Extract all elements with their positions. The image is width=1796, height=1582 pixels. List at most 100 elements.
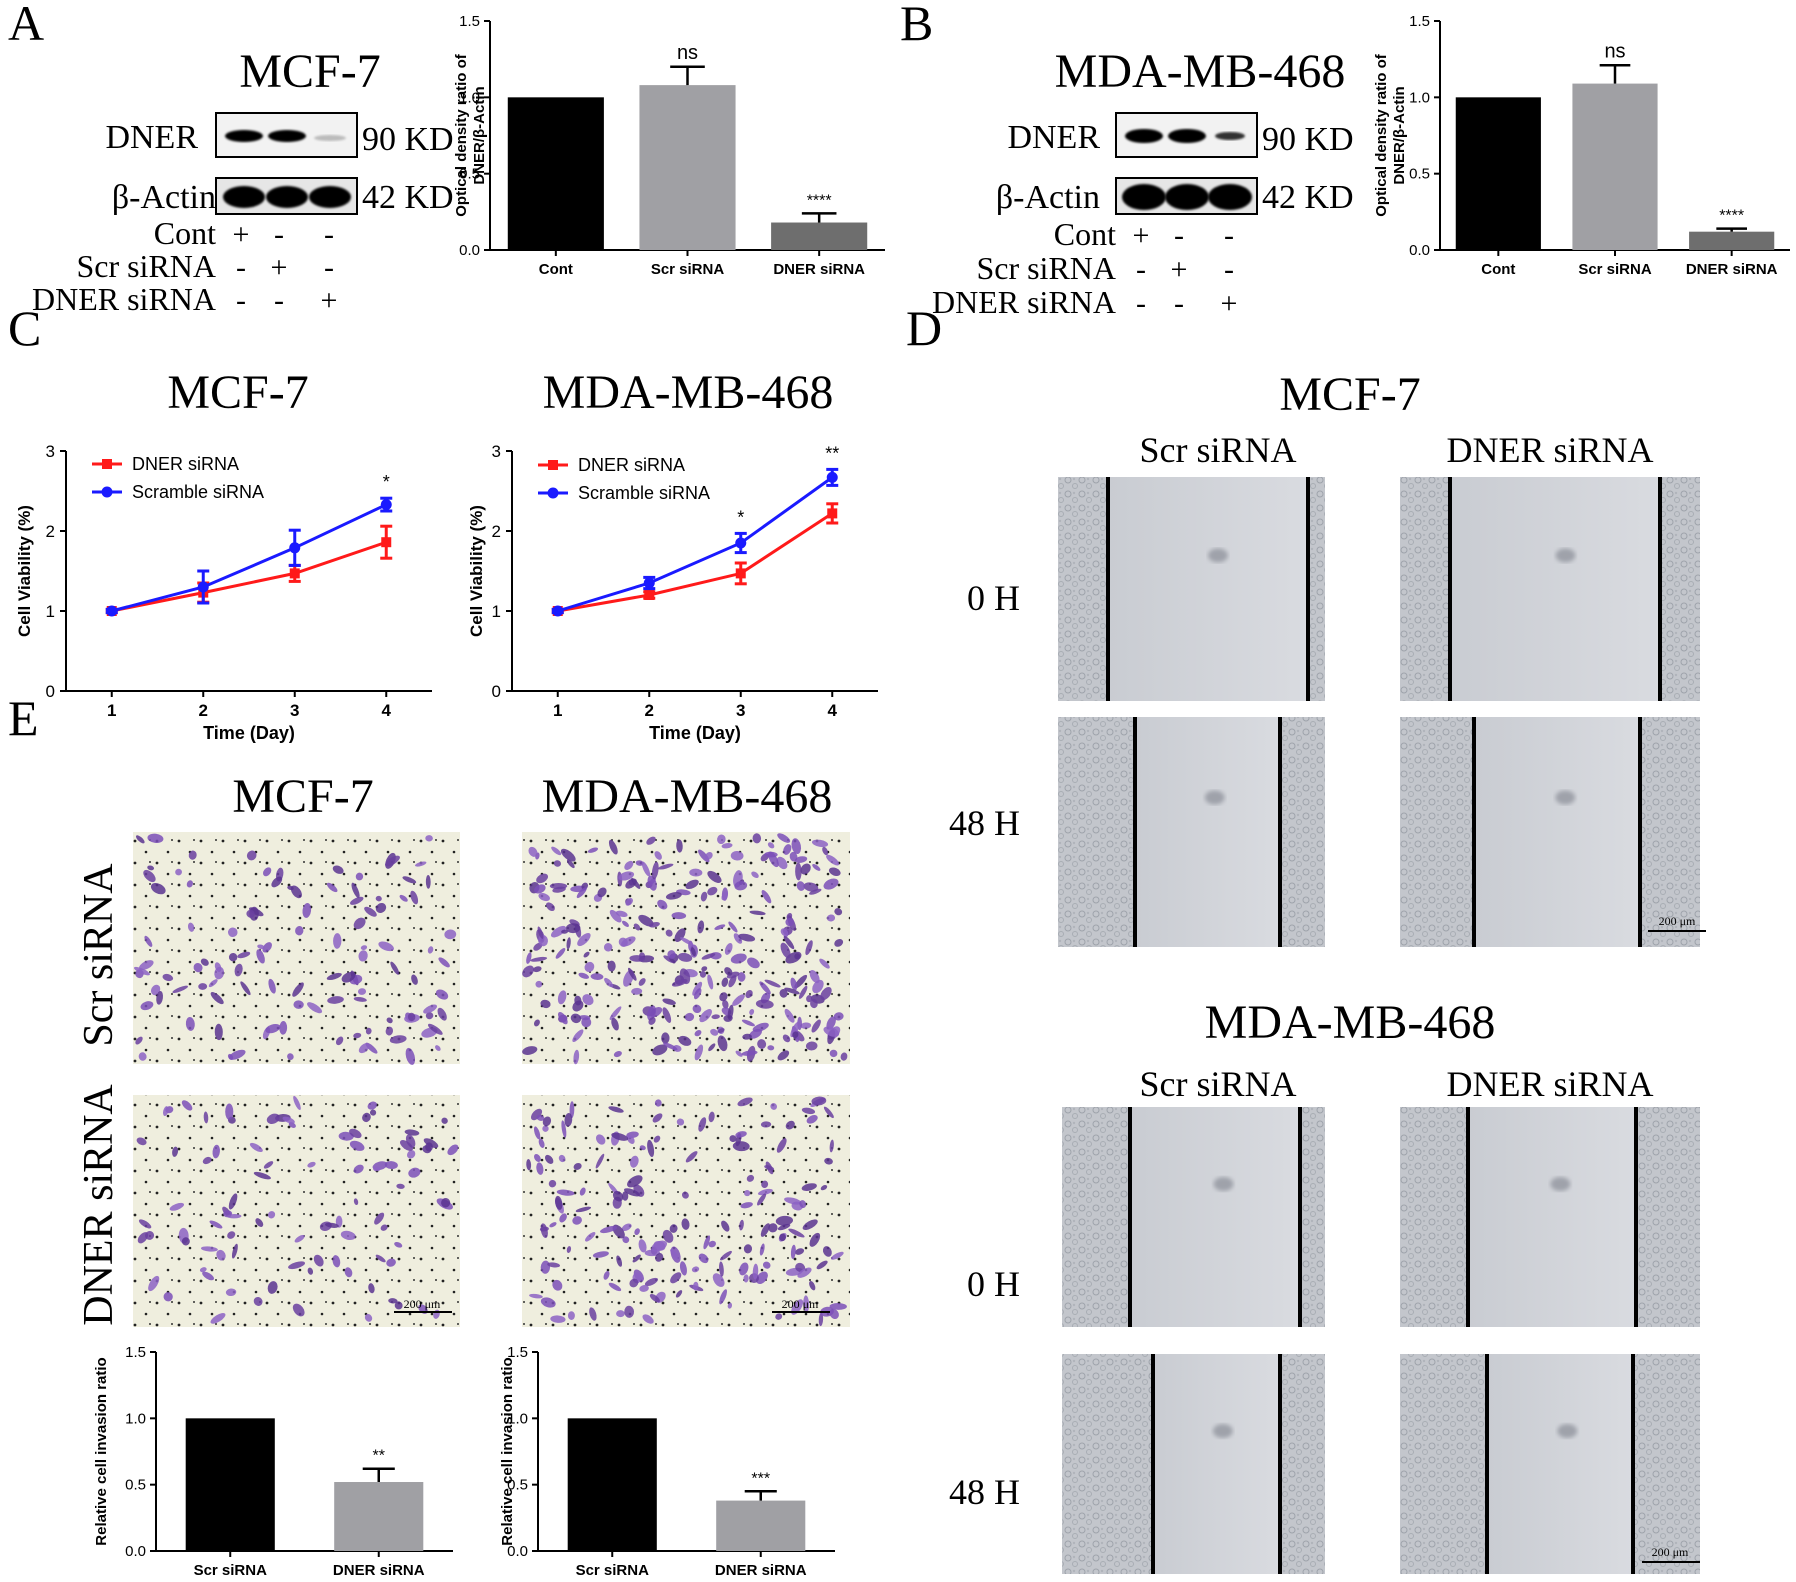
stained-cell — [307, 1161, 316, 1168]
debris-spot — [1555, 548, 1576, 563]
stained-cell — [362, 1112, 371, 1123]
stained-cell — [638, 978, 646, 986]
stained-cell — [708, 1111, 715, 1123]
stained-cell — [770, 1103, 777, 1110]
stained-cell — [540, 999, 551, 1009]
stained-cell — [828, 867, 841, 877]
stained-cell — [797, 1267, 812, 1278]
stained-cell — [561, 929, 569, 934]
stained-cell — [752, 1263, 759, 1280]
stained-cell — [676, 839, 683, 853]
stained-cell — [538, 893, 550, 902]
stained-cell — [612, 1190, 624, 1202]
stained-cell — [253, 1296, 263, 1306]
stained-cell — [790, 1021, 800, 1038]
stained-cell — [326, 882, 338, 893]
stained-cell — [325, 1222, 339, 1228]
stained-cell — [253, 1171, 271, 1180]
stained-cell — [791, 1299, 804, 1315]
stained-cell — [263, 867, 272, 877]
wound-gap — [1130, 1107, 1300, 1327]
stained-cell — [375, 895, 382, 902]
stained-cell — [623, 1188, 641, 1197]
condition-sign: - — [1174, 287, 1184, 320]
bar-0 — [507, 97, 604, 250]
stained-cell — [732, 1141, 750, 1152]
stained-cell — [802, 1219, 818, 1231]
stained-cell — [647, 1139, 655, 1158]
invasion-image-0 — [133, 832, 460, 1065]
stained-cell — [425, 835, 433, 842]
data-point-circle — [197, 581, 209, 593]
stained-cell — [227, 1053, 234, 1060]
stained-cell — [684, 1012, 695, 1022]
stained-cell — [576, 887, 587, 899]
stained-cell — [405, 1134, 416, 1148]
stained-cell — [438, 957, 450, 968]
significance-label: ** — [825, 443, 839, 463]
panel-d-row-0h-mcf7: 0 H — [967, 578, 1020, 618]
stained-cell — [365, 1027, 372, 1035]
stained-cell — [536, 1162, 544, 1175]
wound-gap — [1474, 717, 1640, 947]
stained-cell — [707, 870, 722, 883]
panel-a-size-dner: 90 KD — [362, 121, 454, 158]
bar-1 — [716, 1500, 806, 1551]
x-tick-label: 1 — [107, 701, 116, 720]
stained-cell — [783, 935, 795, 950]
stained-cell — [214, 1023, 223, 1041]
stained-cell — [710, 1028, 719, 1036]
panel-b-band-actin-3 — [1208, 184, 1252, 210]
panel-a-band-dner-sirna — [314, 135, 346, 141]
y-axis-label: DNER/β-Actin — [1391, 86, 1408, 184]
stained-cell — [150, 882, 166, 895]
stained-cell — [358, 1043, 370, 1054]
stained-cell — [822, 846, 829, 856]
stained-cell — [212, 1144, 220, 1159]
stained-cell — [437, 1007, 447, 1021]
stained-cell — [739, 1262, 749, 1276]
stained-cell — [262, 942, 272, 953]
stained-cell — [662, 1229, 674, 1243]
stained-cell — [800, 863, 811, 875]
stained-cell — [621, 1223, 632, 1231]
stained-cell — [537, 926, 544, 939]
stained-cell — [634, 1228, 640, 1236]
stained-cell — [823, 1106, 834, 1119]
stained-cell — [761, 1180, 769, 1189]
stained-cell — [528, 846, 538, 857]
stained-cell — [550, 1315, 566, 1323]
stained-cell — [353, 996, 367, 1002]
stained-cell — [760, 1121, 772, 1128]
stained-cell — [557, 990, 567, 1005]
wound-image-5 — [1400, 1107, 1700, 1327]
stained-cell — [427, 1023, 443, 1035]
stained-cell — [369, 1109, 377, 1116]
stained-cell — [743, 1244, 753, 1254]
stained-cell — [375, 903, 387, 913]
stained-cell — [293, 1095, 301, 1111]
x-tick-label: Scr siRNA — [651, 261, 725, 278]
stained-cell — [824, 1157, 833, 1165]
stained-cell — [607, 960, 616, 972]
bar-2 — [1689, 231, 1775, 250]
stained-cell — [447, 1144, 459, 1156]
debris-spot — [1204, 790, 1225, 805]
stained-cell — [414, 861, 427, 867]
panel-b-blot-label-dner: DNER — [1007, 119, 1100, 156]
x-tick-label: Scr siRNA — [1578, 261, 1652, 278]
panel-b-blot: MDA-MB-468 DNER β-Actin 90 KD 42 KD Cont… — [932, 45, 1354, 320]
stained-cell — [550, 925, 567, 938]
stained-cell — [823, 1026, 840, 1037]
stained-cell — [624, 1305, 635, 1318]
condition-sign: - — [324, 218, 334, 251]
stained-cell — [592, 1251, 609, 1258]
stained-cell — [826, 1016, 836, 1030]
membrane — [133, 1095, 460, 1327]
y-tick-label: 1.5 — [1409, 13, 1430, 30]
stained-cell — [566, 1246, 572, 1253]
stained-cell — [801, 1183, 817, 1191]
stained-cell — [279, 1021, 288, 1035]
stained-cell — [694, 1044, 704, 1061]
y-tick-label: 1.0 — [125, 1410, 146, 1427]
